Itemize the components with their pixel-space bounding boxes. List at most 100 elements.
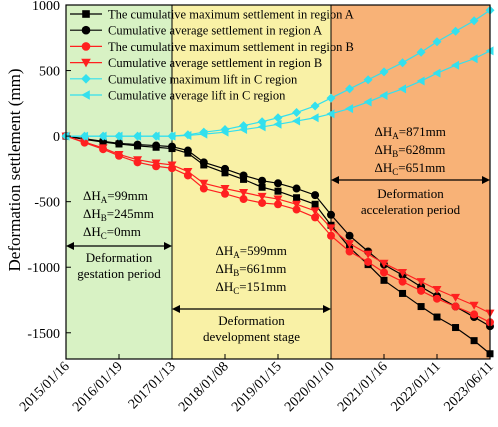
y-tick-label: -500 bbox=[34, 196, 60, 211]
series-2-point bbox=[311, 191, 320, 200]
series-1-point bbox=[380, 276, 388, 284]
series-5-point bbox=[273, 113, 283, 123]
series-4-point bbox=[345, 240, 355, 249]
legend-item: Cumulative average settlement in region … bbox=[70, 24, 322, 38]
series-3-point bbox=[380, 268, 388, 277]
series-6-point bbox=[432, 68, 441, 78]
series-6-point bbox=[133, 131, 142, 141]
acceleration-delta-h: ΔHB=628mm bbox=[375, 142, 446, 159]
series-4-point bbox=[151, 159, 161, 168]
series-4 bbox=[61, 132, 495, 318]
series-3-point bbox=[221, 189, 229, 198]
development-delta-h: ΔHC=151mm bbox=[216, 279, 287, 296]
series-1-point bbox=[311, 200, 319, 208]
series-4-point bbox=[114, 150, 124, 159]
legend-marker bbox=[81, 90, 90, 100]
legend-label: Cumulative maximum lift in C region bbox=[108, 72, 298, 86]
series-6-point bbox=[310, 113, 319, 123]
series-2-point bbox=[183, 146, 192, 155]
series-4-point bbox=[363, 250, 373, 259]
series-4-point bbox=[416, 278, 426, 287]
series-1-point bbox=[470, 337, 478, 345]
series-5-point bbox=[292, 108, 302, 118]
series-6 bbox=[61, 46, 494, 141]
series-6-point bbox=[292, 116, 301, 126]
series-6-point bbox=[98, 131, 107, 141]
series-5-point bbox=[398, 58, 408, 68]
acceleration-delta-h: ΔHC=651mm bbox=[375, 160, 446, 177]
series-3-point bbox=[274, 200, 282, 209]
legend-item: The cumulative maximum settlement in reg… bbox=[70, 8, 354, 22]
development-arrowhead-right bbox=[323, 305, 331, 313]
series-2-point bbox=[292, 184, 301, 193]
y-tick-label: 1000 bbox=[32, 0, 60, 14]
period-regions bbox=[66, 5, 490, 359]
series-4-point bbox=[292, 200, 302, 209]
y-tick-label: 500 bbox=[39, 65, 60, 80]
gestation-delta-h: ΔHA=99mm bbox=[83, 188, 148, 205]
series-3-point bbox=[311, 213, 320, 222]
region-acceleration bbox=[331, 5, 490, 359]
legend-label: Cumulative average settlement in region … bbox=[108, 24, 322, 38]
x-tick-label: 2015/01/16 bbox=[17, 359, 73, 415]
y-axis-label: Deformation settlement (mm) bbox=[5, 69, 24, 272]
x-tick-label: 2019/01/15 bbox=[229, 359, 285, 415]
development-delta-h: ΔHB=661mm bbox=[216, 261, 287, 278]
series-6-point bbox=[469, 54, 478, 64]
series-3-point bbox=[470, 310, 479, 319]
series-3-point bbox=[239, 195, 248, 204]
series-6-point bbox=[183, 130, 192, 140]
legend-label: The cumulative maximum settlement in reg… bbox=[108, 8, 354, 22]
annotations: ΔHA=99mmΔHB=245mmΔHC=0mmDeformationgesta… bbox=[66, 124, 490, 344]
gestation-delta-h: ΔHB=245mm bbox=[83, 206, 154, 223]
gestation-arrowhead-left bbox=[66, 242, 74, 250]
x-tick-label: 2018/01/08 bbox=[176, 359, 232, 415]
series-5-point bbox=[432, 37, 442, 47]
legend: The cumulative maximum settlement in reg… bbox=[70, 8, 354, 103]
series-4-point bbox=[273, 195, 283, 204]
series-2-point bbox=[327, 210, 335, 219]
series-4-point bbox=[432, 286, 442, 295]
series-1-point bbox=[293, 194, 301, 202]
region-development bbox=[172, 5, 331, 359]
series-4-point bbox=[167, 161, 177, 170]
series-6-point bbox=[363, 97, 372, 107]
series-4-point bbox=[220, 185, 230, 194]
development-delta-h: ΔHA=599mm bbox=[216, 243, 287, 260]
development-arrowhead-left bbox=[172, 305, 180, 313]
x-tick-label: 2020/01/10 bbox=[282, 359, 338, 415]
series-5-point bbox=[451, 26, 461, 36]
series-4-point bbox=[326, 224, 336, 233]
series-group bbox=[61, 5, 495, 358]
series-4-point bbox=[98, 144, 108, 153]
gestation-period-label: gestation period bbox=[77, 266, 161, 281]
series-4-point bbox=[239, 188, 249, 197]
development-period-label: development stage bbox=[203, 329, 300, 344]
y-tick-label: -1500 bbox=[27, 327, 60, 342]
series-2-point bbox=[168, 142, 176, 151]
series-6-point bbox=[257, 122, 266, 132]
series-6-point bbox=[273, 119, 282, 129]
series-3-point bbox=[258, 198, 267, 207]
series-1-point bbox=[274, 187, 282, 195]
series-6-point bbox=[114, 131, 123, 141]
series-5-point bbox=[469, 16, 479, 26]
legend-item: Cumulative maximum lift in C region bbox=[70, 72, 298, 86]
series-5-point bbox=[416, 47, 426, 57]
region-gestation bbox=[66, 5, 172, 359]
series-6-point bbox=[326, 109, 335, 119]
legend-item: Cumulative average lift in C region bbox=[70, 89, 286, 103]
gestation-period-label: Deformation bbox=[86, 250, 153, 265]
series-6-point bbox=[345, 104, 354, 114]
series-6-point bbox=[398, 84, 407, 94]
development-period-label: Deformation bbox=[218, 313, 285, 328]
series-5-point bbox=[310, 101, 320, 111]
x-tick-label: 2023/06/11 bbox=[441, 359, 496, 414]
legend-marker bbox=[81, 58, 91, 68]
series-3-point bbox=[327, 231, 335, 240]
x-tick-label: 2016/01/19 bbox=[70, 359, 126, 415]
series-2-point bbox=[274, 179, 282, 188]
series-5-point bbox=[345, 84, 355, 94]
legend-item: The cumulative maximum settlement in reg… bbox=[70, 40, 354, 54]
series-4-point bbox=[183, 168, 193, 177]
